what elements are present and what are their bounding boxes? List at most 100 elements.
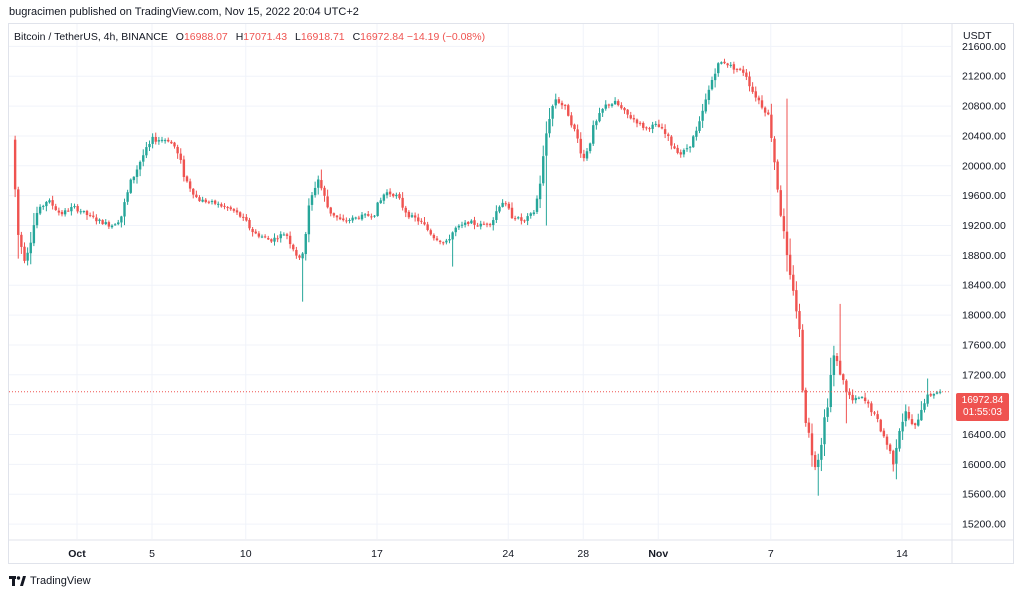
candle-body xyxy=(570,115,573,126)
x-tick-label: 14 xyxy=(896,548,908,560)
candle-body xyxy=(313,187,317,196)
candle-body xyxy=(410,215,414,217)
candle-body xyxy=(417,217,420,222)
candle-body xyxy=(420,220,423,222)
candle-body xyxy=(832,355,836,376)
candle-body xyxy=(445,240,448,243)
candle-body xyxy=(285,234,289,236)
candle-body xyxy=(520,217,523,221)
candle-body xyxy=(842,374,845,381)
candle-body xyxy=(495,211,498,220)
candle-body xyxy=(607,104,611,106)
candle-body xyxy=(701,110,704,121)
candle-body xyxy=(326,196,329,208)
candle-body xyxy=(538,183,542,200)
candle-body xyxy=(307,205,311,235)
candle-body xyxy=(354,217,357,219)
candle-body xyxy=(79,211,82,213)
candle-body xyxy=(920,409,923,421)
candle-body xyxy=(632,118,636,120)
candle-body xyxy=(654,123,657,125)
candle-body xyxy=(404,207,407,213)
candle-body xyxy=(579,138,582,154)
candle-body xyxy=(779,190,782,216)
candle-body xyxy=(338,217,342,220)
candle-body xyxy=(463,222,467,225)
candle-body xyxy=(342,218,345,221)
candle-body xyxy=(110,225,114,228)
candle-body xyxy=(929,394,932,396)
candle-body xyxy=(42,205,45,207)
candle-body xyxy=(898,430,901,449)
candle-body xyxy=(17,189,20,235)
x-tick-label: 17 xyxy=(371,548,383,560)
candle-body xyxy=(582,153,586,159)
candle-body xyxy=(192,188,195,195)
candle-body xyxy=(482,223,486,225)
candle-body xyxy=(548,119,551,134)
candle-body xyxy=(817,459,820,467)
candle-body xyxy=(167,139,170,142)
y-tick-label: 16400.00 xyxy=(962,429,1006,441)
candle-body xyxy=(120,216,123,223)
candle-body xyxy=(360,214,364,220)
candle-body xyxy=(179,153,182,160)
candle-body xyxy=(63,210,67,215)
candle-body xyxy=(204,199,207,203)
change-value: −14.19 (−0.08%) xyxy=(406,31,486,43)
candle-body xyxy=(23,246,26,261)
candle-body xyxy=(748,76,751,87)
candle-body xyxy=(907,411,911,419)
candle-body xyxy=(435,238,439,241)
candle-body xyxy=(201,199,204,202)
candle-body xyxy=(532,212,536,215)
candle-body xyxy=(888,444,892,452)
candle-body xyxy=(704,99,707,112)
candle-body xyxy=(938,391,942,393)
symbol-title: Bitcoin / TetherUS, 4h, BINANCE xyxy=(14,31,168,43)
candle-body xyxy=(892,450,895,465)
candle-body xyxy=(123,202,126,217)
candle-body xyxy=(923,403,926,410)
candle-body xyxy=(551,106,554,119)
candle-body xyxy=(170,141,173,144)
candle-body xyxy=(251,228,254,233)
candle-body xyxy=(692,136,695,148)
candle-body xyxy=(667,134,670,136)
candle-body xyxy=(676,147,679,153)
candle-body xyxy=(770,114,773,138)
candle-body xyxy=(345,220,348,222)
candle-body xyxy=(20,234,23,247)
candle-body xyxy=(845,380,848,393)
x-tick-label: Oct xyxy=(68,548,86,560)
candle-body xyxy=(720,62,723,64)
candle-body xyxy=(717,63,720,74)
candle-body xyxy=(282,234,286,236)
candle-body xyxy=(567,105,570,116)
candle-body xyxy=(367,214,370,216)
candle-body xyxy=(95,217,98,222)
candle-body xyxy=(329,207,332,214)
candle-body xyxy=(182,159,186,177)
candle-body xyxy=(45,201,48,207)
candle-body xyxy=(813,455,817,468)
candle-body xyxy=(429,230,432,235)
x-tick-label: 28 xyxy=(577,548,589,560)
candle-body xyxy=(713,73,717,81)
candle-body xyxy=(498,206,501,212)
candle-body xyxy=(810,433,814,456)
high-value: 17071.43 xyxy=(243,31,288,43)
candle-body xyxy=(451,232,454,240)
candle-body xyxy=(263,236,267,238)
high-key: H xyxy=(235,31,244,43)
y-tick-label: 16000.00 xyxy=(962,459,1006,471)
candle-body xyxy=(535,198,539,212)
candle-body xyxy=(26,252,29,261)
candle-body xyxy=(407,211,411,218)
candle-body xyxy=(760,100,764,108)
candle-body xyxy=(92,215,95,217)
candle-body xyxy=(298,255,301,258)
candle-body xyxy=(710,79,714,90)
candle-body xyxy=(695,130,698,137)
